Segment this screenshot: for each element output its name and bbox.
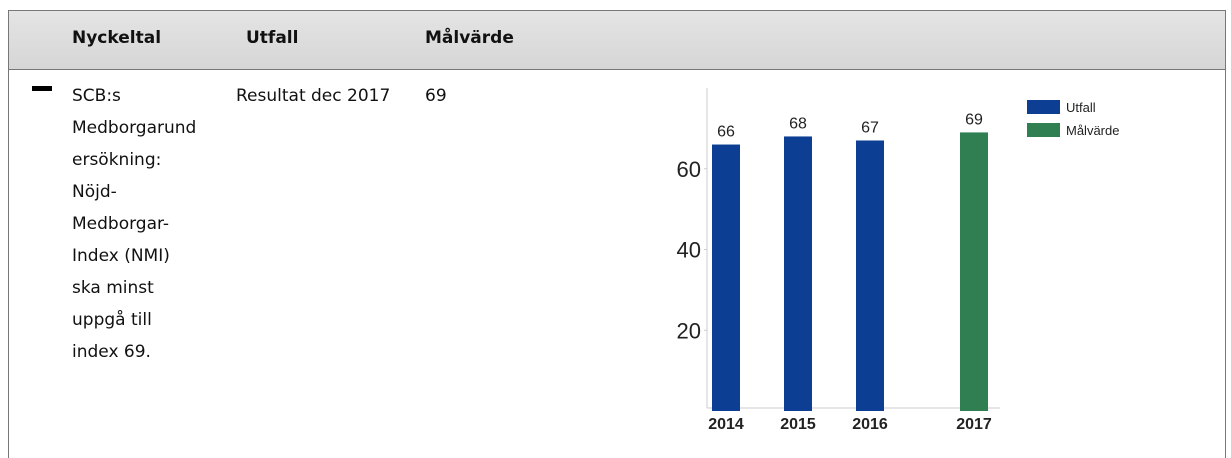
border — [1225, 10, 1226, 458]
legend-label: Utfall — [1066, 100, 1096, 115]
data-label: 66 — [717, 124, 735, 141]
header-cell: Nyckeltal — [72, 28, 162, 48]
kpi-text: SCB:s Medborgarund ersökning: Nöjd- Medborga… — [72, 80, 196, 368]
dash-icon — [32, 86, 52, 91]
x-tick-label: 2014 — [708, 416, 744, 433]
text-line: ersökning: — [72, 150, 162, 170]
header-cell: Utfall — [246, 28, 299, 48]
border — [8, 10, 9, 458]
data-label: 69 — [965, 111, 983, 128]
text-line: Medborgar- — [72, 214, 170, 234]
text-line: SCB:s — [72, 86, 121, 106]
y-tick-label: 40 — [677, 238, 701, 263]
y-tick-label: 20 — [677, 318, 701, 343]
cell: Resultat dec 2017 — [236, 86, 391, 106]
text-line: uppgå till — [72, 310, 152, 330]
bar — [712, 144, 740, 411]
text-line: ska minst — [72, 278, 154, 298]
header-cell: Målvärde — [425, 28, 514, 48]
legend-swatch — [1027, 100, 1060, 114]
text-line: index 69. — [72, 342, 151, 362]
header-row — [8, 10, 1225, 70]
y-tick-label: 60 — [677, 157, 701, 182]
text-line: Nöjd- — [72, 182, 117, 202]
text-line: Index (NMI) — [72, 246, 170, 266]
bar — [960, 132, 988, 411]
x-tick-label: 2015 — [780, 416, 816, 433]
text-line: Medborgarund — [72, 118, 197, 138]
legend-swatch — [1027, 123, 1060, 137]
cell: 69 — [425, 86, 447, 106]
x-tick-label: 2016 — [852, 416, 888, 433]
data-label: 67 — [861, 119, 879, 136]
bar — [784, 136, 812, 411]
legend-label: Målvärde — [1066, 123, 1119, 138]
x-tick-label: 2017 — [956, 416, 992, 433]
bar — [856, 140, 884, 412]
data-label: 68 — [789, 115, 807, 132]
